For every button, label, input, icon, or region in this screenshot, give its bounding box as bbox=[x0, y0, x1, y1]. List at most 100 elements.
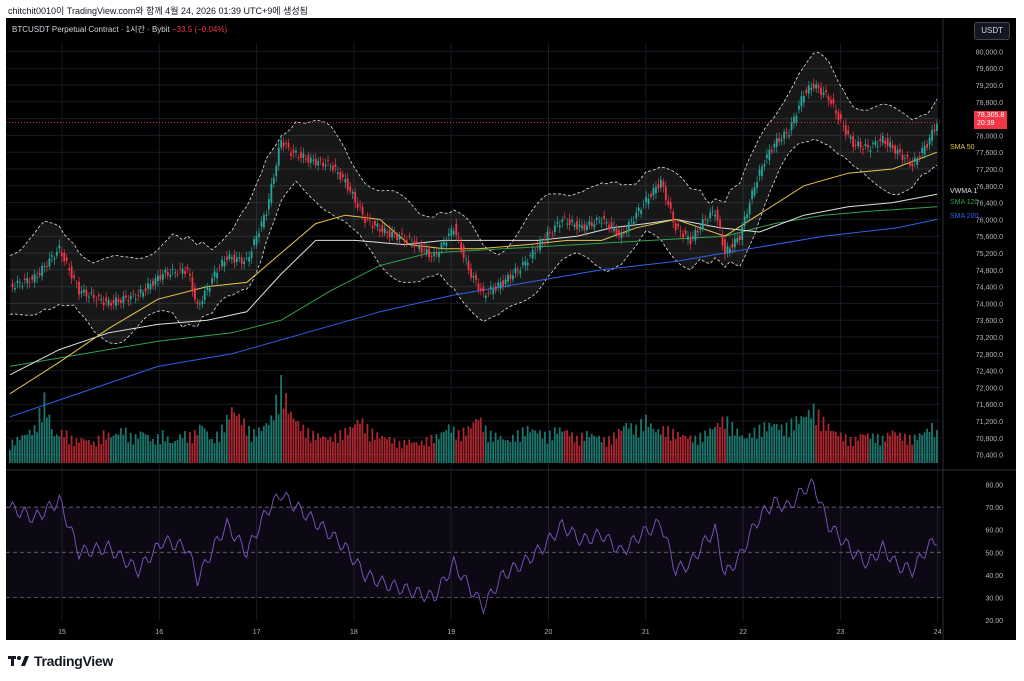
candle-body bbox=[376, 223, 379, 227]
volume-bar bbox=[706, 436, 709, 463]
volume-bar bbox=[55, 434, 58, 463]
volume-bar bbox=[889, 435, 891, 463]
candle-body bbox=[154, 278, 157, 285]
volume-bar bbox=[857, 440, 859, 463]
candle-body bbox=[438, 252, 440, 258]
candle-body bbox=[418, 245, 421, 250]
candle-body bbox=[196, 301, 199, 304]
volume-bar bbox=[812, 403, 815, 463]
candle-body bbox=[652, 187, 655, 196]
candle-body bbox=[33, 274, 36, 283]
tradingview-brand[interactable]: TradingView bbox=[34, 653, 113, 669]
candle-body bbox=[568, 219, 571, 225]
candle-body bbox=[852, 136, 855, 148]
candle-body bbox=[314, 158, 317, 166]
chart-frame[interactable]: 80,000.079,600.079,200.078,800.078,400.0… bbox=[6, 18, 1016, 640]
volume-bar bbox=[775, 423, 778, 463]
volume-bar bbox=[650, 423, 652, 463]
volume-bar bbox=[139, 431, 142, 463]
volume-bar bbox=[635, 424, 638, 463]
candle-body bbox=[285, 142, 288, 144]
volume-bar bbox=[287, 413, 290, 463]
candle-body bbox=[406, 240, 408, 242]
candle-body bbox=[302, 153, 305, 158]
volume-bar bbox=[368, 441, 371, 463]
candle-body bbox=[263, 215, 265, 228]
volume-bar bbox=[312, 430, 315, 463]
candle-body bbox=[802, 96, 805, 103]
volume-bar bbox=[839, 432, 842, 463]
candle-body bbox=[576, 221, 578, 230]
volume-bar bbox=[339, 430, 342, 463]
volume-bar bbox=[117, 434, 120, 463]
volume-bar bbox=[546, 443, 549, 463]
candle-body bbox=[911, 163, 914, 167]
candle-body bbox=[117, 298, 120, 302]
candle-body bbox=[896, 149, 899, 154]
volume-bar bbox=[408, 439, 411, 463]
currency-button[interactable]: USDT bbox=[974, 22, 1010, 40]
volume-bar bbox=[373, 439, 376, 463]
volume-bar bbox=[686, 438, 689, 463]
chart-svg[interactable]: 80,000.079,600.079,200.078,800.078,400.0… bbox=[6, 18, 1016, 640]
candle-body bbox=[186, 267, 189, 270]
candle-body bbox=[211, 278, 214, 284]
footer: TradingView bbox=[8, 652, 113, 670]
candle-body bbox=[14, 287, 16, 290]
candle-body bbox=[608, 224, 610, 230]
candle-body bbox=[793, 116, 795, 123]
volume-bar bbox=[881, 435, 884, 463]
x-tick-label: 18 bbox=[350, 629, 358, 636]
y-tick-label: 70,400.0 bbox=[976, 453, 1003, 460]
volume-bar bbox=[28, 429, 31, 463]
candle-body bbox=[144, 287, 147, 292]
volume-bar bbox=[253, 428, 255, 463]
candle-body bbox=[736, 237, 739, 243]
volume-bar bbox=[18, 440, 21, 463]
volume-bar bbox=[65, 430, 68, 463]
candle-body bbox=[191, 277, 194, 292]
volume-bar bbox=[366, 423, 369, 463]
y-tick-label: 77,200.0 bbox=[976, 167, 1003, 174]
y-tick-label: 71,600.0 bbox=[976, 402, 1003, 409]
x-tick-label: 20 bbox=[545, 629, 553, 636]
volume-bar bbox=[817, 409, 820, 463]
candle-body bbox=[926, 143, 929, 148]
volume-bar bbox=[536, 433, 539, 463]
volume-bar bbox=[154, 444, 157, 463]
volume-bar bbox=[16, 436, 19, 463]
y-tick-label: 73,600.0 bbox=[976, 318, 1003, 325]
candle-body bbox=[721, 235, 724, 246]
volume-bar bbox=[344, 427, 347, 463]
candle-body bbox=[492, 289, 495, 295]
candle-body bbox=[743, 216, 746, 226]
volume-bar bbox=[696, 444, 699, 463]
volume-bar bbox=[711, 429, 714, 463]
candle-body bbox=[561, 219, 564, 223]
volume-bar bbox=[144, 434, 147, 463]
tradingview-logo-icon[interactable] bbox=[8, 654, 30, 668]
volume-bar bbox=[866, 433, 869, 463]
volume-bar bbox=[435, 434, 438, 463]
candle-body bbox=[329, 166, 332, 168]
candle-body bbox=[904, 158, 906, 160]
volume-bar bbox=[156, 434, 159, 463]
volume-bar bbox=[684, 435, 687, 463]
candle-body bbox=[534, 253, 537, 254]
volume-bar bbox=[386, 439, 389, 463]
candle-body bbox=[58, 245, 61, 249]
volume-bar bbox=[329, 436, 332, 463]
candle-body bbox=[334, 164, 337, 168]
volume-bar bbox=[280, 375, 282, 463]
candle-body bbox=[445, 242, 448, 247]
candle-body bbox=[908, 163, 911, 166]
volume-bar bbox=[704, 430, 707, 463]
candle-body bbox=[228, 254, 231, 260]
volume-bar bbox=[832, 431, 835, 463]
candle-body bbox=[751, 190, 753, 200]
volume-bar bbox=[428, 446, 430, 463]
volume-bar bbox=[292, 418, 295, 463]
volume-bar bbox=[502, 439, 504, 463]
candle-body bbox=[275, 165, 278, 177]
candle-body bbox=[627, 222, 630, 232]
